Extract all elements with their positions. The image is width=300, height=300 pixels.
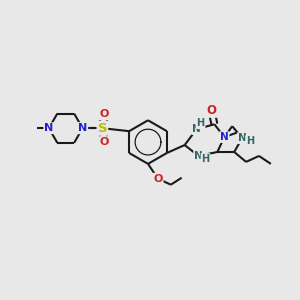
Text: N: N: [44, 123, 53, 133]
Text: S: S: [98, 122, 107, 135]
Text: N: N: [78, 123, 87, 133]
Text: H: H: [201, 154, 209, 164]
Text: H: H: [196, 118, 205, 128]
Text: N: N: [238, 133, 247, 143]
Text: O: O: [153, 174, 163, 184]
Text: N: N: [192, 124, 201, 134]
Text: O: O: [206, 104, 216, 117]
Text: N: N: [78, 123, 87, 133]
Text: O: O: [100, 109, 109, 119]
Text: O: O: [100, 137, 109, 147]
Text: N: N: [194, 151, 203, 161]
Text: H: H: [246, 136, 254, 146]
Text: N: N: [220, 132, 229, 142]
